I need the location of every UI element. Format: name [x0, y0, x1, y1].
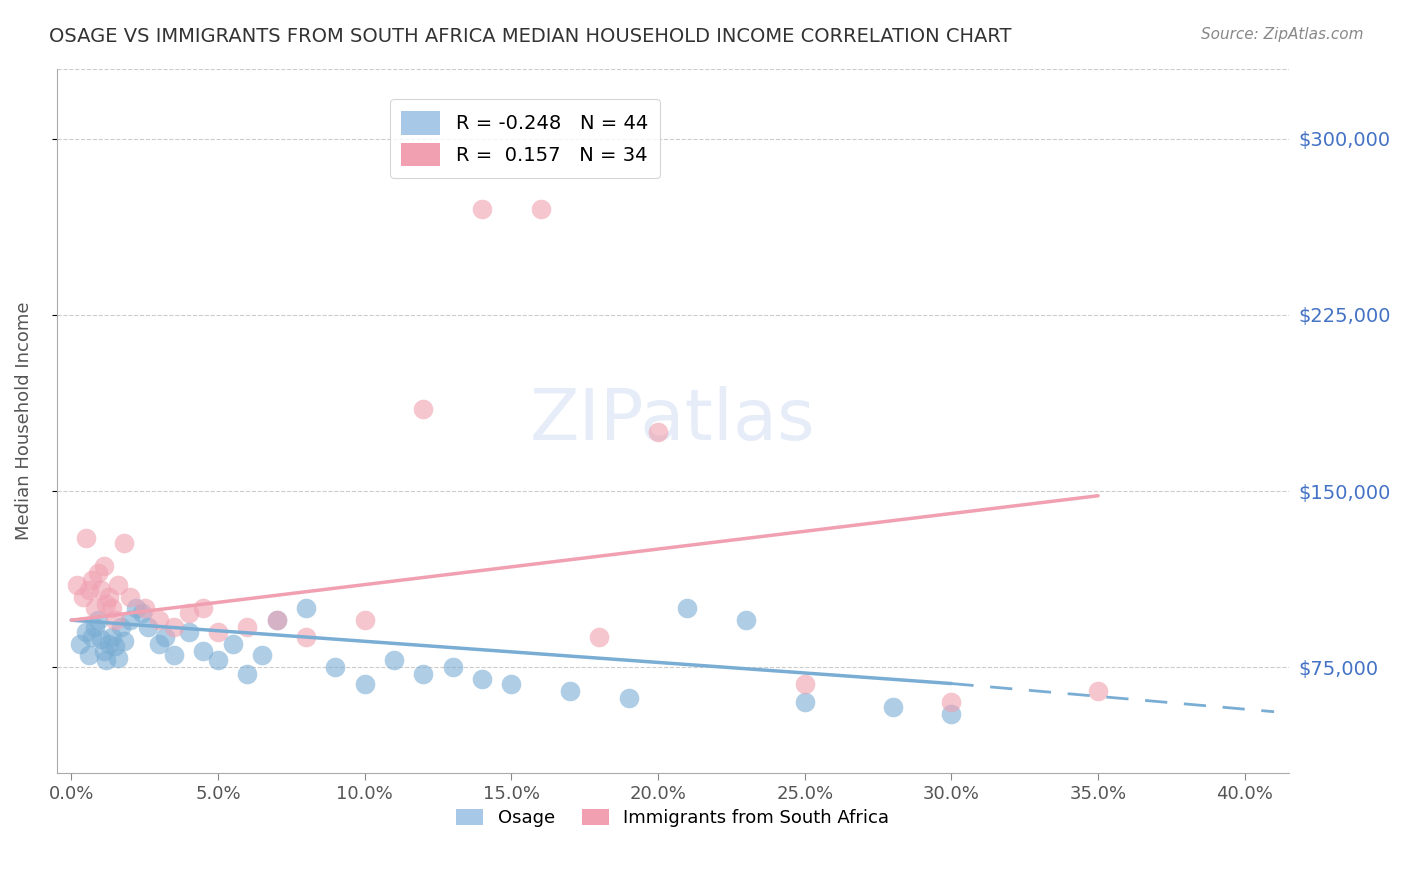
Point — [125, 601, 148, 615]
Point — [75, 531, 97, 545]
Point — [588, 630, 610, 644]
Point — [77, 648, 100, 663]
Point — [86, 613, 108, 627]
Point — [75, 624, 97, 639]
Point — [793, 695, 815, 709]
Point — [163, 648, 186, 663]
Point — [101, 630, 124, 644]
Point — [647, 425, 669, 440]
Point — [207, 624, 229, 639]
Point — [86, 566, 108, 581]
Point — [471, 672, 494, 686]
Point — [118, 613, 141, 627]
Point — [83, 620, 105, 634]
Point — [441, 660, 464, 674]
Point — [136, 620, 159, 634]
Point — [530, 202, 553, 217]
Point — [112, 634, 135, 648]
Point — [676, 601, 699, 615]
Point — [412, 401, 434, 416]
Point — [501, 676, 523, 690]
Point — [77, 582, 100, 597]
Point — [93, 559, 115, 574]
Text: ZIPatlas: ZIPatlas — [530, 386, 815, 455]
Point — [412, 667, 434, 681]
Point — [134, 601, 156, 615]
Point — [66, 578, 89, 592]
Point — [236, 667, 259, 681]
Point — [193, 601, 215, 615]
Point — [266, 613, 288, 627]
Point — [793, 676, 815, 690]
Point — [382, 653, 405, 667]
Point — [353, 676, 375, 690]
Point — [323, 660, 346, 674]
Point — [98, 590, 121, 604]
Point — [69, 637, 91, 651]
Point — [266, 613, 288, 627]
Point — [236, 620, 259, 634]
Point — [101, 601, 124, 615]
Point — [193, 643, 215, 657]
Point — [80, 630, 103, 644]
Point — [118, 590, 141, 604]
Point — [163, 620, 186, 634]
Point — [617, 690, 640, 705]
Point — [98, 637, 121, 651]
Point — [96, 597, 118, 611]
Point — [107, 650, 129, 665]
Point — [207, 653, 229, 667]
Y-axis label: Median Household Income: Median Household Income — [15, 301, 32, 540]
Point — [110, 620, 132, 634]
Point — [177, 606, 200, 620]
Point — [148, 613, 170, 627]
Point — [153, 630, 176, 644]
Point — [941, 695, 963, 709]
Point — [148, 637, 170, 651]
Legend: Osage, Immigrants from South Africa: Osage, Immigrants from South Africa — [449, 801, 897, 834]
Point — [882, 700, 904, 714]
Point — [90, 582, 112, 597]
Point — [93, 643, 115, 657]
Point — [131, 606, 153, 620]
Point — [221, 637, 243, 651]
Point — [112, 535, 135, 549]
Point — [72, 590, 94, 604]
Point — [104, 613, 127, 627]
Point — [735, 613, 758, 627]
Point — [941, 707, 963, 722]
Point — [107, 578, 129, 592]
Point — [353, 613, 375, 627]
Text: OSAGE VS IMMIGRANTS FROM SOUTH AFRICA MEDIAN HOUSEHOLD INCOME CORRELATION CHART: OSAGE VS IMMIGRANTS FROM SOUTH AFRICA ME… — [49, 27, 1012, 45]
Point — [90, 632, 112, 646]
Point — [471, 202, 494, 217]
Point — [1087, 683, 1109, 698]
Text: Source: ZipAtlas.com: Source: ZipAtlas.com — [1201, 27, 1364, 42]
Point — [558, 683, 581, 698]
Point — [250, 648, 273, 663]
Point — [83, 601, 105, 615]
Point — [104, 639, 127, 653]
Point — [295, 630, 318, 644]
Point — [80, 574, 103, 588]
Point — [177, 624, 200, 639]
Point — [96, 653, 118, 667]
Point — [295, 601, 318, 615]
